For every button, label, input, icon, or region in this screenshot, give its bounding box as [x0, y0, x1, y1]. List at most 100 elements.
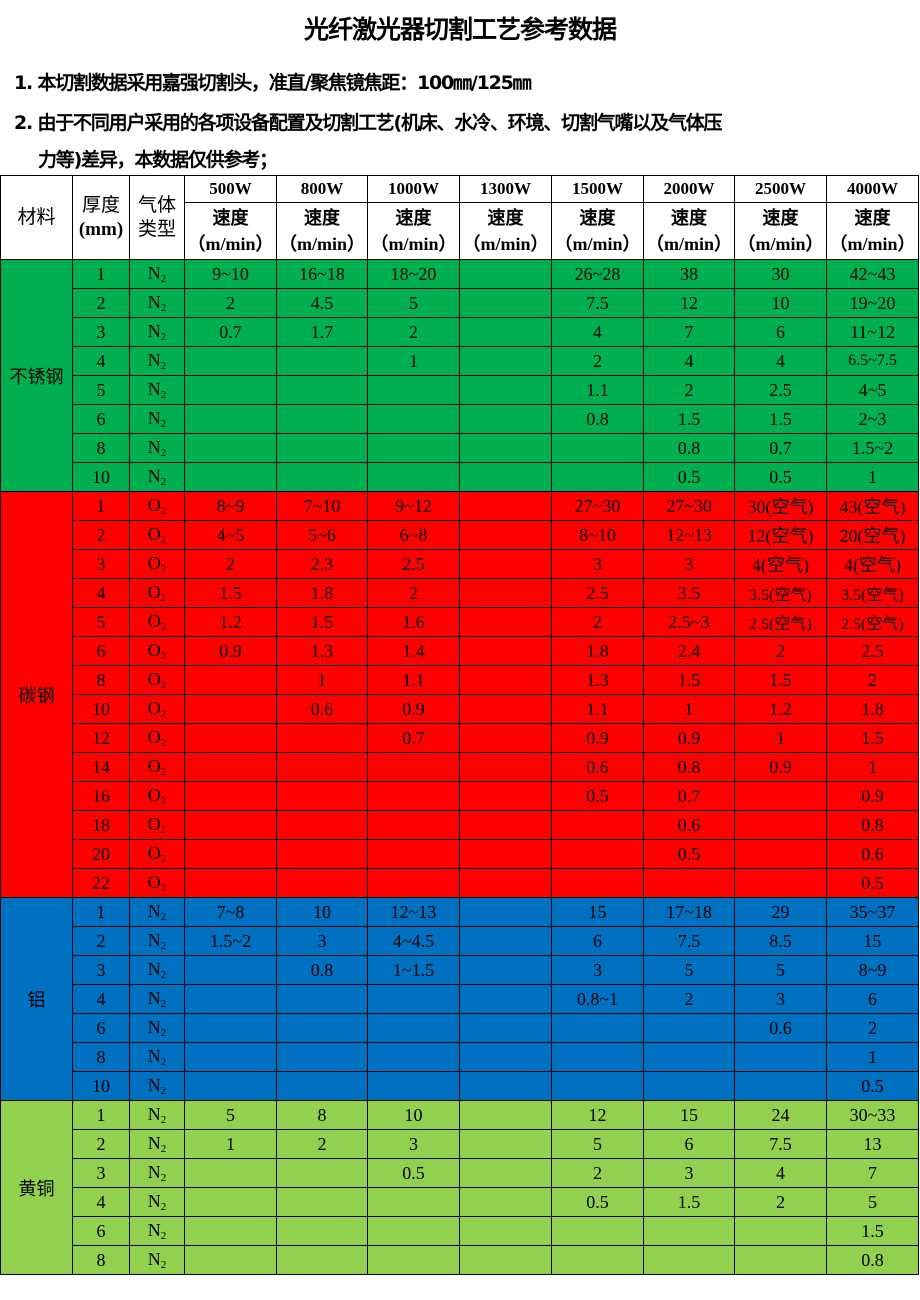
table-body: 不锈钢 1 N2 9~10 16~18 18~20 26~28 38 30 42~43 2 N2 2 4.… [0, 259, 919, 1275]
header-thickness: 厚度 (mm) [72, 175, 130, 260]
table-row: 18 O2 0.6 0.8 [0, 810, 919, 840]
speed-cell: 4 [734, 1158, 827, 1188]
gas-subscript: 2 [160, 563, 167, 575]
speed-cell: 6 [643, 1129, 735, 1159]
speed-cell: 0.9 [551, 723, 644, 753]
gas-subscript: 2 [160, 969, 167, 981]
header-speed-label: 速度 [212, 208, 249, 228]
cutting-parameters-table: 材料 厚度 (mm) 气体 类型 500W 800W 1000W 1300W 1500W 20… [0, 175, 919, 1275]
speed-cell: 10 [734, 288, 827, 318]
speed-cell: 0.6 [551, 752, 644, 782]
speed-cell [184, 1187, 277, 1217]
speed-cell [276, 752, 368, 782]
gas-cell: N2 [129, 288, 185, 318]
speed-cell [367, 404, 460, 434]
speed-cell [276, 868, 368, 898]
gas-symbol: N [147, 350, 161, 370]
speed-cell: 5 [551, 1129, 644, 1159]
speed-cell: 20(空气) [826, 520, 919, 550]
note-2: 2. 由于不同用户采用的各项设备配置及切割工艺(机床、水冷、环境、切割气嘴以及气… [14, 112, 723, 134]
speed-cell: 3 [551, 549, 644, 579]
table-row: 4 N2 0.8~1 2 3 6 [0, 984, 919, 1014]
header-speed: 速度 （m/min） [643, 202, 735, 260]
speed-cell: 9~10 [184, 259, 277, 289]
speed-cell: 0.5 [551, 781, 644, 811]
speed-cell [276, 1187, 368, 1217]
thickness-cell: 20 [72, 839, 130, 869]
speed-cell: 10 [276, 897, 368, 927]
speed-cell [367, 810, 460, 840]
speed-cell: 8.5 [734, 926, 827, 956]
speed-cell [643, 1042, 735, 1072]
gas-cell: N2 [129, 433, 185, 463]
speed-cell: 3 [367, 1129, 460, 1159]
speed-cell: 10 [367, 1100, 460, 1130]
gas-symbol: N [147, 930, 161, 950]
speed-cell [643, 1216, 735, 1246]
speed-cell: 0.6 [734, 1013, 827, 1043]
gas-symbol: N [147, 1162, 161, 1182]
header-thickness-unit: (mm) [78, 218, 124, 240]
thickness-cell: 1 [72, 491, 130, 521]
speed-cell: 0.9 [826, 781, 919, 811]
speed-cell: 0.5 [643, 462, 735, 492]
speed-cell: 0.7 [643, 781, 735, 811]
speed-cell [184, 346, 277, 376]
speed-cell [459, 810, 552, 840]
speed-cell [184, 694, 277, 724]
table-row: 10 O2 0.6 0.9 1.1 1 1.2 1.8 [0, 694, 919, 724]
speed-cell: 43(空气) [826, 491, 919, 521]
speed-cell [459, 926, 552, 956]
gas-cell: N2 [129, 346, 185, 376]
speed-cell: 1.5 [184, 578, 277, 608]
gas-cell: O2 [129, 781, 185, 811]
speed-cell [459, 317, 552, 347]
gas-subscript: 2 [160, 360, 167, 372]
speed-cell [184, 839, 277, 869]
speed-cell: 2 [643, 984, 735, 1014]
gas-cell: N2 [129, 1129, 185, 1159]
speed-cell [184, 1158, 277, 1188]
speed-cell [276, 810, 368, 840]
speed-cell: 26~28 [551, 259, 644, 289]
speed-cell [551, 1013, 644, 1043]
speed-cell: 2~3 [826, 404, 919, 434]
speed-cell [459, 491, 552, 521]
speed-cell: 2 [551, 607, 644, 637]
table-row: 不锈钢 1 N2 9~10 16~18 18~20 26~28 38 30 42~43 [0, 259, 919, 492]
speed-cell: 1.2 [734, 694, 827, 724]
speed-cell: 0.8 [643, 752, 735, 782]
speed-cell: 0.6 [643, 810, 735, 840]
gas-cell: O2 [129, 549, 185, 579]
speed-cell: 12~13 [367, 897, 460, 927]
speed-cell: 17~18 [643, 897, 735, 927]
gas-subscript: 2 [160, 273, 167, 285]
speed-cell [643, 868, 735, 898]
gas-subscript: 2 [160, 389, 167, 401]
table-row: 铝 1 N2 7~8 10 12~13 15 17~18 29 35~37 [0, 897, 919, 1101]
speed-cell: 27~30 [643, 491, 735, 521]
speed-cell [184, 404, 277, 434]
gas-cell: O2 [129, 636, 185, 666]
speed-cell: 2 [734, 1187, 827, 1217]
gas-symbol: O [147, 785, 161, 805]
speed-cell: 3.5(空气) [826, 578, 919, 608]
gas-subscript: 2 [160, 302, 167, 314]
gas-symbol: O [147, 553, 161, 573]
table-row: 6 O2 0.9 1.3 1.4 1.8 2.4 2 2.5 [0, 636, 919, 666]
speed-cell: 4(空气) [826, 549, 919, 579]
table-row: 12 O2 0.7 0.9 0.9 1 1.5 [0, 723, 919, 753]
speed-cell [367, 868, 460, 898]
table-row: 2 N2 1.5~2 3 4~4.5 6 7.5 8.5 15 [0, 926, 919, 956]
speed-cell [459, 1129, 552, 1159]
speed-cell: 11~12 [826, 317, 919, 347]
speed-cell [276, 1245, 368, 1275]
speed-cell: 3 [551, 955, 644, 985]
thickness-cell: 8 [72, 433, 130, 463]
gas-symbol: N [147, 1133, 161, 1153]
table-row: 碳钢 1 O2 8~9 7~10 9~12 27~30 27~30 30(空气) 43(空气) [0, 491, 919, 898]
header-speed-unit: （m/min） [829, 234, 916, 254]
speed-cell [184, 1013, 277, 1043]
gas-cell: N2 [129, 404, 185, 434]
table-row: 6 N2 0.6 2 [0, 1013, 919, 1043]
